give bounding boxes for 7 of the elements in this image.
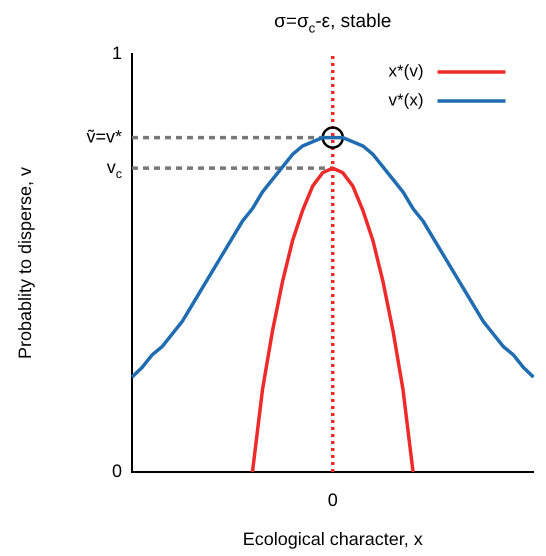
x-axis-title: Ecological character, x	[242, 528, 423, 549]
y-axis-title: Probablity to disperse, v	[14, 166, 35, 360]
y-tick-label: 0	[112, 460, 122, 481]
legend-label: v*(x)	[388, 90, 424, 110]
y-tick-label: ṽ=v*	[86, 126, 122, 147]
y-tick-label: 1	[112, 42, 122, 63]
legend-label: x*(v)	[388, 62, 424, 81]
